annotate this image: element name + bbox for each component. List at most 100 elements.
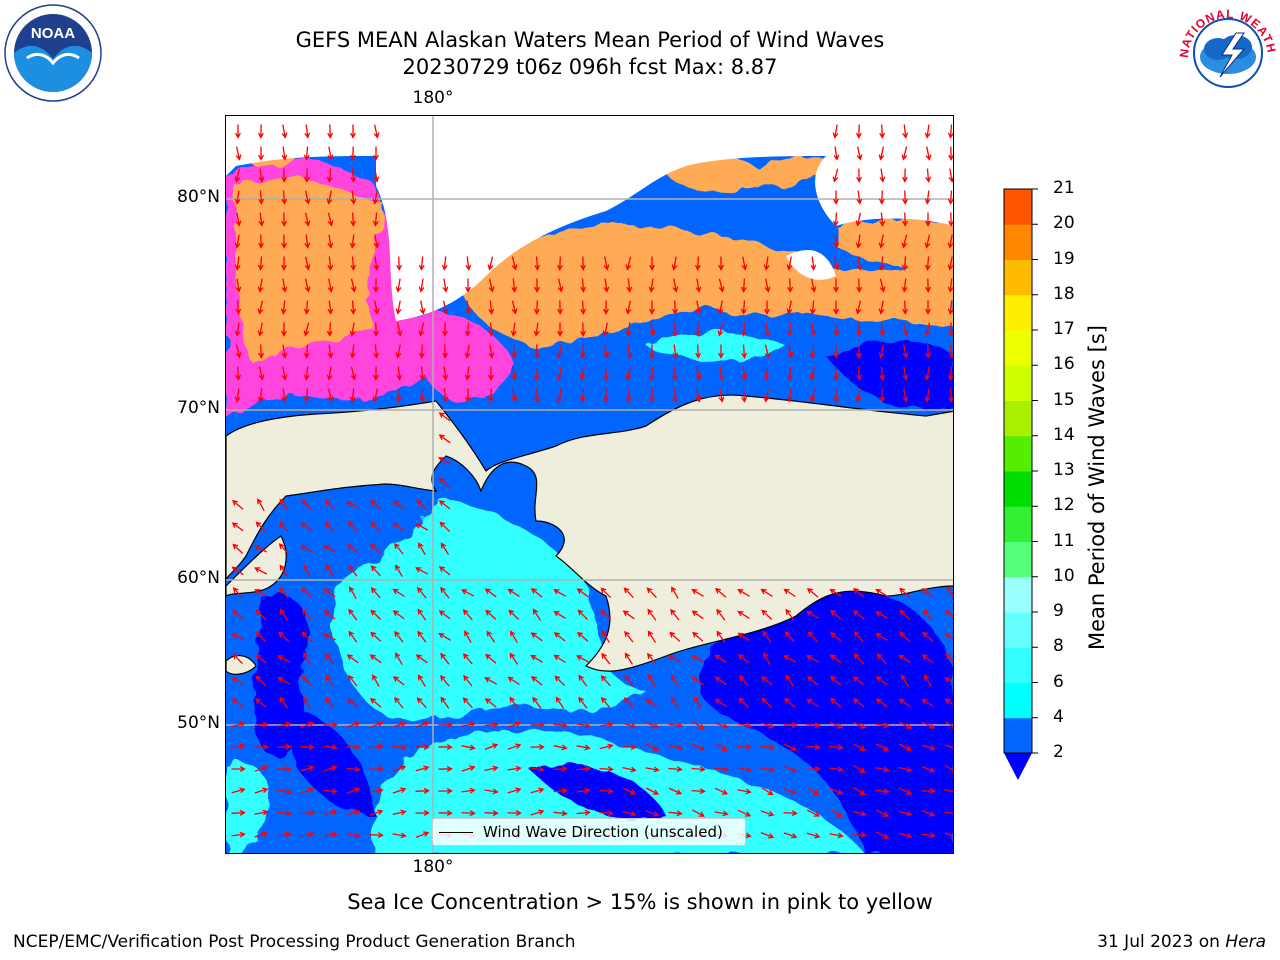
wind-wave-arrow bbox=[603, 366, 610, 381]
wind-wave-arrow bbox=[716, 630, 726, 643]
wind-wave-arrow bbox=[810, 278, 817, 293]
wind-wave-arrow bbox=[786, 256, 793, 271]
wind-wave-arrow bbox=[440, 674, 450, 687]
wind-wave-arrow bbox=[530, 744, 545, 750]
wind-wave-arrow bbox=[373, 300, 380, 315]
wind-wave-arrow bbox=[648, 278, 655, 293]
wind-wave-arrow bbox=[691, 766, 706, 773]
colorbar-bin bbox=[1004, 189, 1032, 225]
wind-wave-arrow bbox=[785, 674, 795, 687]
wind-wave-arrow bbox=[855, 212, 862, 227]
wind-wave-arrow bbox=[856, 190, 863, 205]
wind-wave-arrow bbox=[415, 654, 428, 664]
wind-wave-arrow bbox=[438, 500, 451, 510]
wind-wave-arrow bbox=[783, 787, 798, 795]
colorbar-tick-label: 14 bbox=[1053, 424, 1075, 445]
footer-machine: Hera bbox=[1225, 932, 1266, 952]
wind-wave-arrow bbox=[921, 721, 936, 729]
wind-wave-arrow bbox=[346, 501, 360, 509]
wind-wave-arrow bbox=[855, 300, 862, 315]
wind-wave-arrow bbox=[277, 743, 292, 750]
wind-wave-arrow bbox=[902, 190, 909, 205]
wind-wave-arrow bbox=[323, 633, 337, 641]
colorbar-bin bbox=[1004, 224, 1032, 260]
wind-wave-arrow bbox=[924, 124, 931, 139]
wind-wave-arrow bbox=[323, 744, 338, 751]
wind-wave-arrow bbox=[902, 300, 909, 315]
wind-wave-arrow bbox=[622, 610, 635, 620]
wind-wave-arrow bbox=[254, 809, 269, 816]
wind-wave-arrow bbox=[257, 498, 265, 512]
wind-wave-arrow bbox=[508, 609, 520, 620]
wind-wave-arrow bbox=[714, 698, 727, 707]
wind-wave-arrow bbox=[921, 788, 936, 794]
wind-wave-arrow bbox=[511, 366, 518, 381]
wind-wave-arrow bbox=[346, 544, 359, 554]
wind-wave-arrow bbox=[255, 609, 267, 621]
wind-wave-arrow bbox=[254, 765, 269, 772]
wind-wave-arrow bbox=[394, 542, 404, 555]
wind-wave-arrow bbox=[280, 300, 287, 315]
wind-wave-arrow bbox=[714, 654, 727, 664]
wind-wave-arrow bbox=[925, 300, 931, 315]
wind-wave-arrow bbox=[806, 832, 821, 839]
lat-label-60: 60°N bbox=[177, 568, 220, 588]
wind-wave-arrow bbox=[488, 366, 494, 381]
wind-wave-arrow bbox=[231, 522, 244, 532]
wind-wave-arrow bbox=[392, 588, 405, 598]
wind-wave-arrow bbox=[300, 787, 315, 794]
wind-wave-arrow bbox=[532, 696, 542, 709]
wind-wave-arrow bbox=[327, 300, 334, 315]
wind-wave-arrow bbox=[281, 212, 287, 227]
wind-wave-arrow bbox=[395, 388, 402, 403]
wind-wave-arrow bbox=[461, 810, 476, 817]
wind-wave-arrow bbox=[369, 721, 384, 728]
wind-wave-arrow bbox=[737, 744, 752, 751]
wind-wave-arrow bbox=[369, 809, 384, 816]
wind-wave-arrow bbox=[438, 765, 453, 772]
wind-wave-arrow bbox=[764, 300, 770, 315]
wind-wave-arrow bbox=[373, 124, 380, 139]
wind-wave-arrow bbox=[231, 787, 246, 794]
wind-wave-arrow bbox=[852, 610, 865, 620]
wind-wave-arrow bbox=[234, 256, 241, 271]
map-panel bbox=[225, 115, 954, 854]
wind-wave-arrow bbox=[856, 146, 863, 161]
wind-wave-arrow bbox=[626, 278, 633, 293]
wind-wave-arrow bbox=[438, 788, 453, 794]
wind-wave-arrow bbox=[530, 721, 545, 728]
wind-wave-arrow bbox=[232, 609, 244, 620]
wind-wave-arrow bbox=[255, 631, 267, 643]
wind-wave-arrow bbox=[395, 344, 402, 359]
wind-wave-arrow bbox=[369, 766, 384, 772]
wind-wave-arrow bbox=[416, 499, 428, 510]
wind-wave-arrow bbox=[875, 611, 889, 619]
wind-wave-arrow bbox=[441, 256, 448, 271]
wind-wave-arrow bbox=[833, 234, 840, 249]
wind-wave-arrow bbox=[668, 722, 683, 729]
wind-wave-arrow bbox=[875, 588, 888, 597]
wind-wave-arrow bbox=[668, 766, 683, 773]
wind-wave-arrow bbox=[530, 766, 545, 773]
wind-wave-arrow bbox=[833, 300, 839, 315]
wind-wave-arrow bbox=[235, 344, 242, 359]
wind-wave-arrow bbox=[281, 234, 288, 249]
wind-wave-arrow bbox=[417, 608, 427, 621]
colorbar-tick-label: 8 bbox=[1053, 636, 1064, 657]
wind-wave-arrow bbox=[714, 766, 729, 773]
wind-wave-arrow bbox=[488, 278, 495, 293]
wind-wave-arrow bbox=[809, 300, 816, 315]
wind-wave-arrow bbox=[898, 810, 913, 817]
wind-wave-arrow bbox=[277, 677, 291, 685]
wind-wave-arrow bbox=[761, 609, 773, 620]
wind-wave-arrow bbox=[557, 278, 564, 293]
wind-wave-arrow bbox=[668, 810, 683, 817]
wind-wave-arrow bbox=[370, 543, 382, 554]
wind-wave-arrow bbox=[349, 388, 356, 403]
wind-wave-arrow bbox=[579, 366, 586, 381]
wind-wave-arrow bbox=[327, 234, 334, 249]
wind-wave-arrow bbox=[576, 765, 591, 772]
wind-wave-arrow bbox=[485, 653, 497, 664]
wind-wave-arrow bbox=[303, 300, 310, 315]
wind-wave-arrow bbox=[369, 832, 384, 839]
